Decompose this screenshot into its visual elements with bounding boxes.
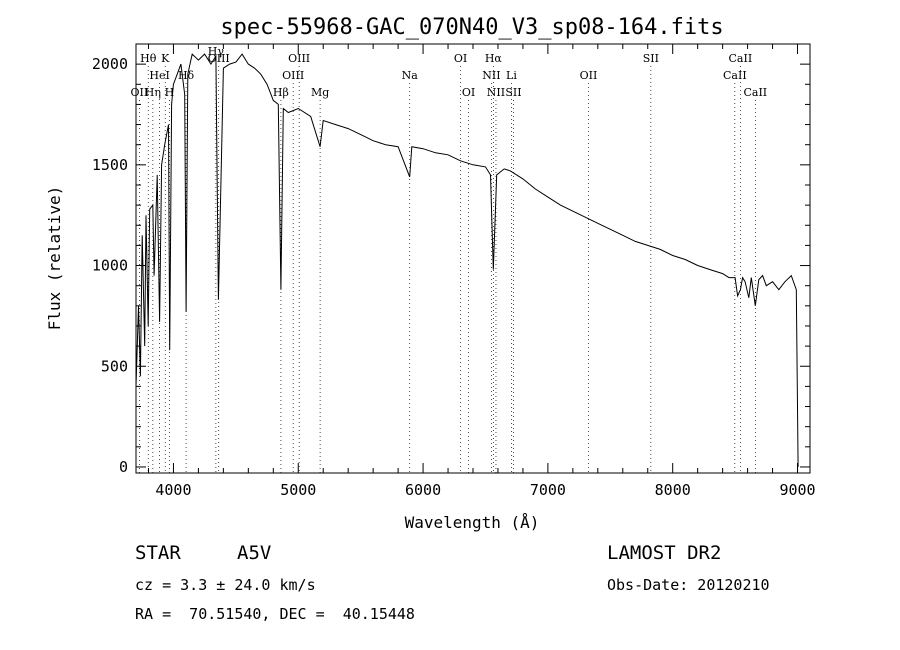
spectral-line-label: SII <box>643 52 659 65</box>
x-tick-label: 6000 <box>405 481 441 499</box>
spectral-line-label: CaII <box>723 69 747 82</box>
spectral-line-label: Hβ <box>273 86 289 99</box>
spectral-line-label: HeI <box>149 69 169 82</box>
object-subclass: A5V <box>237 542 271 564</box>
spectral-line-label: NII <box>482 69 500 82</box>
x-tick-label: 4000 <box>155 481 191 499</box>
y-axis-ticks: 0 500 1000 1500 2000 <box>92 55 810 476</box>
x-tick-label: 9000 <box>779 481 815 499</box>
observation-date: Obs-Date: 20120210 <box>607 576 770 594</box>
spectral-line-label: OI <box>454 52 467 65</box>
y-axis-label: Flux (relative) <box>45 186 64 331</box>
spectral-line-markers <box>139 59 755 473</box>
spectral-line-label: OIII <box>288 52 310 65</box>
object-class: STAR <box>135 542 181 564</box>
x-tick-label: 8000 <box>655 481 691 499</box>
chart-title: spec-55968-GAC_070N40_V3_sp08-164.fits <box>220 15 723 40</box>
x-tick-label: 7000 <box>530 481 566 499</box>
spectral-line-label: Hδ <box>178 69 195 82</box>
spectral-line-label: CaII <box>743 86 767 99</box>
spectral-line-label: Mg <box>311 86 329 99</box>
x-axis-label: Wavelength (Å) <box>405 513 540 532</box>
spectral-line-labels: OIIHθHηHeIKHHδOIIIHγHβOIIIOIIIMgNaOIOIHα… <box>131 45 768 99</box>
spectral-line-label: SII <box>505 86 521 99</box>
spectral-line-label: OI <box>462 86 475 99</box>
y-tick-label: 1000 <box>92 257 128 275</box>
x-tick-label: 5000 <box>280 481 316 499</box>
plot-frame <box>136 44 810 473</box>
y-tick-label: 1500 <box>92 156 128 174</box>
y-tick-label: 2000 <box>92 55 128 73</box>
spectral-line-label: CaII <box>729 52 753 65</box>
y-tick-label: 500 <box>101 357 128 375</box>
y-tick-label: 0 <box>119 458 128 476</box>
spectral-line-label: Hα <box>485 52 503 65</box>
spectral-line-label: NII <box>487 86 505 99</box>
spectral-line-label: Hη <box>145 86 161 99</box>
spectral-line-label: Na <box>402 69 419 82</box>
spectral-line-label: OII <box>580 69 598 82</box>
spectral-line-label: Li <box>506 69 517 82</box>
coordinates-readout: RA = 70.51540, DEC = 40.15448 <box>135 605 415 623</box>
spectral-line-label: OIII <box>282 69 304 82</box>
spectrum-series-line <box>136 54 798 467</box>
velocity-readout: cz = 3.3 ± 24.0 km/s <box>135 576 316 594</box>
survey-name: LAMOST DR2 <box>607 542 721 564</box>
spectral-line-label: Hθ <box>140 52 157 65</box>
spectral-line-label: K <box>161 52 170 65</box>
